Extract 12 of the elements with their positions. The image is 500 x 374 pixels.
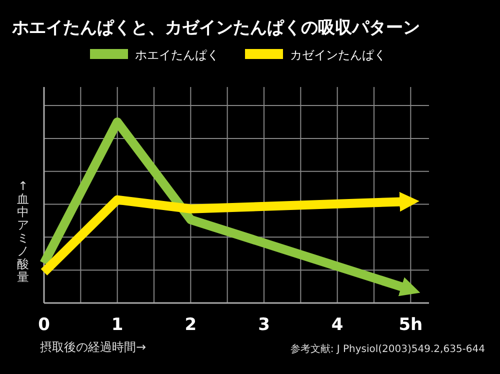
legend-label: カゼインたんぱく	[290, 48, 386, 62]
x-tick-label: 1	[111, 315, 124, 335]
x-tick-label: 5h	[398, 315, 423, 335]
x-axis-title: 摂取後の経過時間→	[40, 340, 146, 354]
x-tick-label: 4	[331, 315, 344, 335]
text: 参考文献: J Physiol(2003)549.2,635-644	[290, 343, 485, 355]
x-tick-label: 2	[184, 315, 197, 335]
legend-label: ホエイたんぱく	[135, 48, 219, 62]
x-tick-label: 3	[258, 315, 270, 335]
chart-title: ホエイたんぱくと、カゼインたんぱくの吸収パターン	[11, 18, 420, 38]
x-tick-label: 0	[38, 315, 50, 335]
y-axis-title: ↑血中アミノ酸量	[17, 179, 29, 284]
